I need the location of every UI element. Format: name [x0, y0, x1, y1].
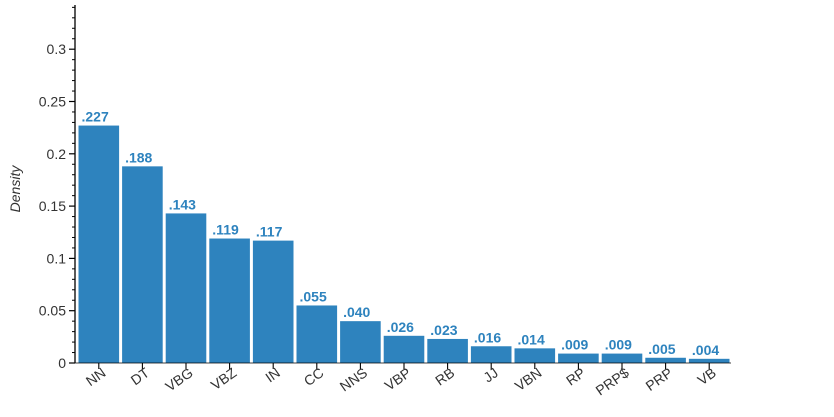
- value-label: .004: [692, 342, 719, 358]
- value-label: .009: [605, 337, 632, 353]
- x-tick-label: JJ: [480, 364, 501, 385]
- value-label: .016: [474, 329, 501, 345]
- value-label: .119: [212, 222, 239, 238]
- bar-cc: [296, 305, 338, 363]
- bar-prp: [645, 357, 686, 363]
- x-tick-label: CC: [301, 364, 327, 389]
- x-tick-label: PRP$: [593, 364, 632, 398]
- y-axis-title: Density: [7, 165, 23, 213]
- value-label: .227: [82, 109, 109, 125]
- y-tick-label: 0: [58, 355, 66, 371]
- value-labels-layer: .227 .188 .143 .119 .117 .055 .040 .026 .023 .016…: [82, 109, 720, 358]
- y-axis: 0 0.05 0.1 0.15 0.2 0.25 0.3: [39, 5, 76, 371]
- x-axis: NN DT VBG VBZ IN CC NNS VBP RB JJ VBN RP PRP$ PRP VB: [75, 362, 731, 398]
- value-label: .009: [561, 337, 588, 353]
- bar-nn: [78, 125, 120, 363]
- value-label: .026: [387, 319, 414, 335]
- x-tick-label: VBG: [162, 364, 195, 394]
- bar-vbp: [383, 335, 425, 363]
- x-tick-label: NNS: [337, 364, 370, 394]
- x-tick-label: RP: [563, 364, 588, 388]
- x-tick-label: VBZ: [208, 364, 240, 393]
- x-tick-label: VB: [694, 364, 718, 388]
- y-tick-label: 0.25: [39, 94, 66, 110]
- x-tick-label: VBP: [382, 364, 414, 393]
- y-tick-label: 0.05: [39, 303, 66, 319]
- bar-prps: [601, 353, 643, 363]
- bar-nns: [340, 321, 381, 363]
- value-label: .143: [169, 196, 196, 212]
- y-tick-label: 0.3: [47, 41, 67, 57]
- bar-jj: [470, 346, 512, 363]
- x-tick-label: DT: [128, 364, 153, 388]
- x-tick-label: RB: [432, 364, 457, 388]
- x-tick-label: IN: [262, 364, 283, 385]
- value-label: .188: [125, 149, 152, 165]
- y-tick-label: 0.15: [39, 198, 66, 214]
- value-label: .005: [648, 341, 675, 357]
- bars-layer: [78, 125, 730, 363]
- x-tick-label: PRP: [643, 364, 676, 394]
- value-label: .023: [430, 322, 457, 338]
- bar-vbz: [209, 238, 250, 363]
- bar-in: [252, 240, 294, 363]
- x-tick-label: NN: [83, 364, 109, 389]
- bar-vbg: [165, 213, 207, 363]
- bar-vb: [688, 358, 730, 363]
- bar-vbn: [514, 348, 556, 363]
- bar-dt: [122, 166, 163, 363]
- x-tick-label: VBN: [512, 364, 545, 394]
- y-tick-label: 0.2: [47, 146, 67, 162]
- bar-rp: [558, 353, 599, 363]
- value-label: .117: [256, 224, 283, 240]
- value-label: .040: [343, 304, 370, 320]
- value-label: .055: [300, 288, 327, 304]
- y-tick-label: 0.1: [47, 250, 67, 266]
- value-label: .014: [518, 331, 545, 347]
- bar-rb: [427, 338, 468, 363]
